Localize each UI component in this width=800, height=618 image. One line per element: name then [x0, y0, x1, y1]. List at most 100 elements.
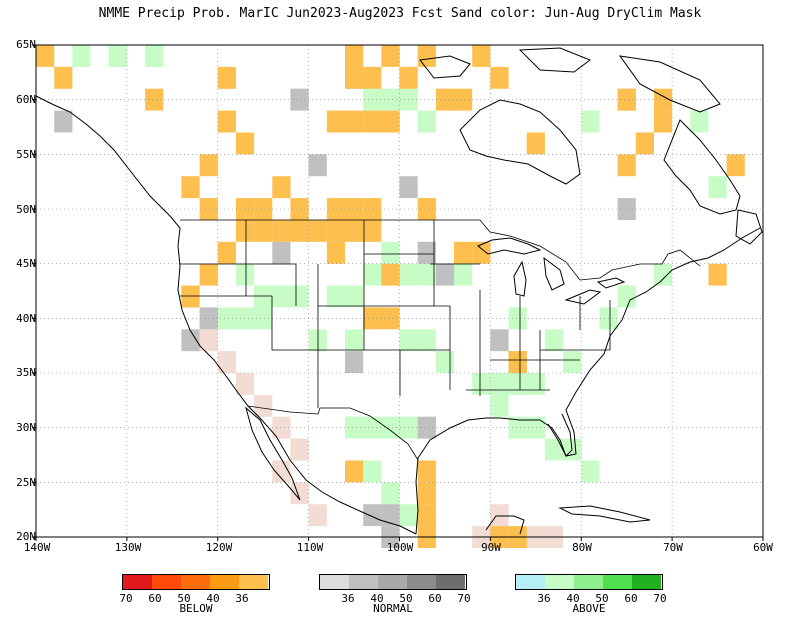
lon-label: 60W	[753, 541, 773, 554]
below-normal-cell	[345, 110, 364, 133]
legend-number: 70	[119, 592, 133, 605]
legend-number: 50	[595, 592, 609, 605]
legend-normal: 36 40 50 60 70 NORMAL	[319, 574, 471, 615]
above-normal-cell	[581, 110, 600, 133]
above-normal-cell	[708, 176, 727, 199]
below-normal-cell	[472, 241, 491, 264]
above-normal-cell	[381, 88, 400, 111]
below-normal-cell	[345, 460, 364, 483]
legend-number: 70	[457, 592, 471, 605]
legend-number: 36	[341, 592, 355, 605]
below-normal-cell	[217, 241, 236, 264]
below-normal-cell	[272, 219, 291, 242]
labrador-coast	[663, 119, 741, 215]
legend-above: 36 40 50 60 70 ABOVE	[515, 574, 667, 615]
cuba	[558, 505, 651, 523]
above-normal-cell	[345, 329, 364, 352]
below-normal-cell	[526, 132, 545, 155]
below-normal-cell	[417, 504, 436, 527]
lon-label: 80W	[572, 541, 592, 554]
above-normal-cell	[381, 241, 400, 264]
legend-number: 40	[206, 592, 220, 605]
below-normal-cell	[508, 351, 527, 373]
above-normal-cell	[235, 263, 255, 286]
lat-label: 65N	[16, 38, 36, 51]
below-swatch	[123, 575, 152, 589]
above-normal-cell	[508, 373, 527, 395]
dryclim-mask-cell	[272, 460, 291, 483]
state-lines	[180, 220, 611, 408]
below-normal-cell	[454, 241, 473, 264]
above-normal-cell	[290, 285, 309, 308]
dryclim-mask-cell	[199, 329, 218, 352]
near-normal-cell	[381, 504, 400, 527]
near-normal-cell	[272, 241, 291, 264]
above-normal-cell	[272, 285, 291, 308]
above-normal-cell	[399, 329, 418, 352]
below-normal-cell	[145, 88, 164, 111]
baja-coastline	[245, 406, 301, 501]
above-normal-cell	[326, 285, 345, 308]
map-title: NMME Precip Prob. MarIC Jun2023-Aug2023 …	[98, 6, 702, 21]
below-normal-cell	[290, 219, 309, 242]
dryclim-mask-cell	[308, 504, 327, 527]
near-normal-cell	[363, 504, 382, 527]
above-normal-cell	[690, 110, 709, 133]
newfoundland	[735, 209, 763, 245]
dryclim-mask-cell	[254, 394, 273, 417]
below-normal-cell	[617, 154, 636, 177]
normal-swatch	[320, 575, 349, 589]
normal-swatch	[436, 575, 465, 589]
above-normal-cell	[254, 285, 273, 308]
below-normal-cell	[308, 219, 327, 242]
arctic-islands	[419, 47, 721, 113]
above-normal-cell	[617, 285, 636, 308]
lat-label: 50N	[16, 203, 36, 216]
below-normal-cell	[726, 154, 745, 177]
legend-number: 36	[537, 592, 551, 605]
lat-label: 25N	[16, 476, 36, 489]
hudson-bay	[459, 99, 581, 185]
below-normal-cell	[363, 66, 382, 89]
below-normal-cell	[217, 66, 236, 89]
above-normal-cell	[472, 373, 491, 395]
legend-number: 70	[653, 592, 667, 605]
dryclim-mask-cell	[235, 373, 255, 395]
near-normal-cell	[417, 416, 436, 439]
below-caption: BELOW	[179, 602, 213, 615]
below-normal-cell	[326, 219, 345, 242]
lon-label: 140W	[23, 541, 51, 554]
below-normal-cell	[290, 198, 309, 220]
below-swatch	[210, 575, 239, 589]
below-normal-cell	[381, 45, 400, 67]
normal-swatch	[407, 575, 436, 589]
near-normal-cell	[345, 351, 364, 373]
below-normal-cell	[54, 66, 73, 89]
above-normal-cell	[526, 416, 545, 439]
above-normal-cell	[544, 329, 564, 352]
above-swatch	[603, 575, 632, 589]
above-normal-cell	[490, 394, 509, 417]
below-normal-cell	[363, 110, 382, 133]
lat-label: 55N	[16, 148, 36, 161]
above-normal-cell	[435, 351, 455, 373]
above-normal-cell	[363, 460, 382, 483]
below-normal-cell	[36, 45, 55, 67]
axis-ticks	[32, 44, 764, 541]
above-normal-cell	[454, 263, 473, 286]
legend-number: 60	[428, 592, 442, 605]
lake-ontario	[596, 277, 626, 289]
below-normal-cell	[345, 45, 364, 67]
yucatan-coastline	[485, 515, 525, 535]
above-numbers: 36 40 50 60 70	[515, 590, 666, 605]
above-normal-cell	[345, 285, 364, 308]
above-normal-cell	[381, 416, 400, 439]
below-normal-cell	[381, 307, 400, 330]
below-normal-cell	[472, 45, 491, 67]
above-normal-cell	[363, 263, 382, 286]
below-swatch	[239, 575, 268, 589]
below-numbers: 70 60 50 40 36	[119, 590, 270, 605]
lat-label: 40N	[16, 312, 36, 325]
legend-number: 36	[235, 592, 249, 605]
